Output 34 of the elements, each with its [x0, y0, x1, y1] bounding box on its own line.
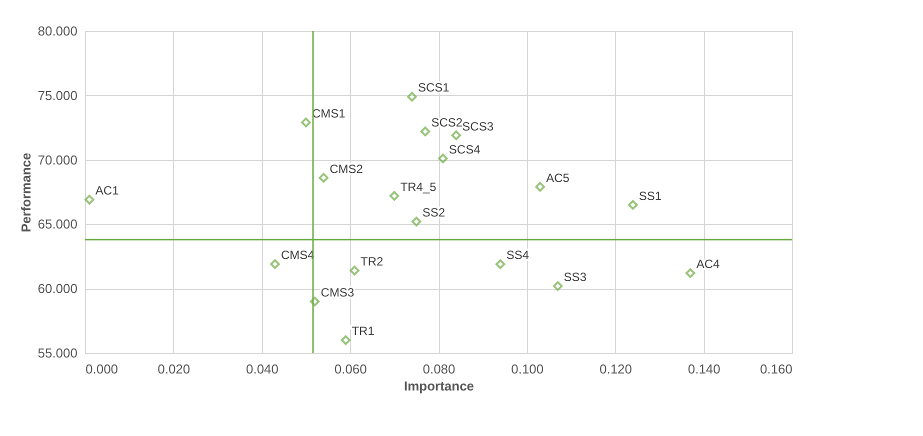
data-label: SS2	[422, 206, 446, 220]
x-tick-label: 0.040	[246, 362, 279, 376]
data-label: AC4	[696, 257, 720, 272]
x-tick-label: 0.140	[688, 362, 720, 376]
y-tick-label: 70.000	[38, 152, 78, 168]
x-tick-label: 0.080	[422, 362, 456, 376]
data-label: SS4	[506, 248, 530, 262]
y-axis-title: Performance	[18, 152, 34, 232]
y-tick-label: 60.000	[38, 281, 78, 296]
y-tick-label: 55.000	[38, 346, 78, 360]
data-label: CMS2	[330, 162, 364, 176]
y-tick-label: 65.000	[38, 216, 78, 232]
x-axis-title: Importance	[404, 378, 474, 394]
y-tick-label: 80.000	[38, 24, 78, 38]
y-tick-label: 75.000	[38, 88, 78, 103]
x-tick-label: 0.120	[599, 362, 632, 376]
x-tick-label: 0.060	[334, 362, 367, 376]
x-tick-label: 0.100	[511, 362, 544, 376]
data-label: TR1	[352, 324, 375, 338]
data-label: SCS2	[431, 115, 463, 130]
data-label: SCS1	[418, 80, 450, 95]
data-label: SS3	[564, 270, 587, 284]
data-label: TR2	[360, 254, 384, 269]
x-tick-label: 0.160	[760, 362, 792, 376]
data-label: AC1	[95, 184, 120, 198]
data-label: TR4_5	[400, 180, 437, 194]
data-label: SCS3	[462, 119, 494, 134]
data-label: AC5	[546, 170, 570, 185]
x-tick-label: 0.020	[158, 362, 190, 376]
data-label: SS1	[638, 188, 662, 203]
data-label: CMS3	[320, 285, 354, 300]
data-label: SCS4	[448, 142, 481, 157]
x-tick-label: 0.000	[86, 362, 118, 376]
data-label: CMS1	[312, 106, 346, 120]
